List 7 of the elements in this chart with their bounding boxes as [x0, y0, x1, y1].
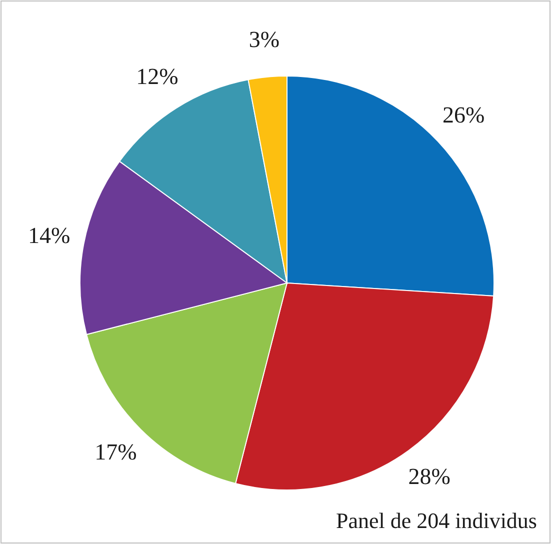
data-label: 12%: [136, 64, 178, 89]
text: Panel de 204 individus: [336, 508, 537, 533]
data-label: 28%: [408, 464, 450, 490]
data-label: 14%: [28, 222, 70, 248]
data-label: 26%: [442, 102, 485, 128]
data-label: 3%: [248, 27, 280, 52]
data-label: 17%: [94, 440, 137, 465]
